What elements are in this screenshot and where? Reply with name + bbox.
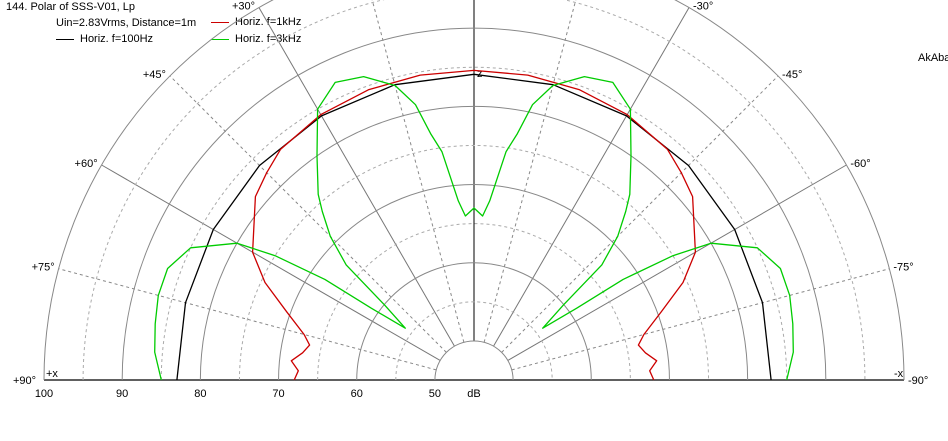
angle-tick-label: -60° (850, 158, 870, 170)
spoke--75 (511, 268, 890, 371)
spoke--15 (483, 0, 577, 343)
angle-tick-label: +60° (75, 158, 98, 170)
brand-label: AkAba (918, 52, 948, 64)
radial-tick-label: 50 (429, 388, 441, 400)
radial-tick-label: 70 (272, 388, 284, 400)
legend-swatch (211, 21, 229, 23)
grid-arc-minor-85 (160, 66, 788, 381)
grid-arc-80 (199, 105, 749, 381)
radial-tick-label: 80 (194, 388, 206, 400)
axis-label-plus-x: +x (46, 368, 58, 380)
series-line-0 (176, 73, 772, 381)
angle-tick-label: -45° (782, 69, 802, 81)
polar-grid (43, 0, 905, 381)
angle-tick-label: +75° (32, 262, 55, 274)
angle-tick-label: -90° (908, 375, 928, 387)
grid-arc-90 (121, 27, 827, 381)
spoke-30 (258, 7, 455, 347)
angle-tick-label: -30° (693, 1, 713, 13)
axis-label-z: z (477, 68, 483, 80)
legend-label: Horiz. f=3kHz (235, 33, 302, 45)
angle-tick-label: +30° (232, 1, 255, 13)
spoke-15 (371, 0, 465, 343)
radial-tick-label: 100 (35, 388, 53, 400)
series-line-1 (251, 69, 697, 381)
grid-arc-100 (43, 0, 905, 381)
legend-swatch (56, 38, 74, 40)
axis-label-minus-x: -x (894, 368, 904, 380)
radial-tick-label: 60 (351, 388, 363, 400)
series-line-2 (154, 75, 794, 381)
angle-tick-label: -75° (893, 262, 913, 274)
legend-label: Horiz. f=100Hz (80, 33, 154, 45)
grid-arc-50 (434, 340, 514, 381)
angle-tick-label: +45° (143, 69, 166, 81)
angle-tick-label: +90° (13, 375, 36, 387)
spoke--30 (493, 7, 690, 347)
grid-arc-minor-95 (82, 0, 866, 381)
radial-unit-label: dB (467, 388, 480, 400)
grid-arc-60 (356, 262, 592, 381)
spoke-45 (169, 75, 447, 353)
spoke-75 (58, 268, 437, 371)
grid-arc-70 (278, 184, 670, 381)
chart-subtitle: Uin=2.83Vrms, Distance=1m (56, 17, 197, 29)
grid-arc-minor-75 (238, 144, 710, 381)
polar-curves (154, 69, 794, 381)
legend-item-100hz: Horiz. f=100Hz (56, 33, 153, 45)
spoke--45 (501, 75, 779, 353)
legend-label: Horiz. f=1kHz (235, 16, 302, 28)
polar-labels: 5060708090100dB0°+15°+30°+45°+60°+75°+90… (13, 1, 928, 400)
legend-item-1khz: Horiz. f=1kHz (211, 16, 301, 28)
chart-title: 144. Polar of SSS-V01, Lp (6, 1, 136, 13)
grid-arc-minor-55 (395, 301, 553, 381)
grid-arc-minor-65 (317, 223, 631, 381)
legend-item-3khz: Horiz. f=3kHz (211, 33, 301, 45)
legend-swatch (211, 38, 229, 40)
radial-tick-label: 90 (116, 388, 128, 400)
